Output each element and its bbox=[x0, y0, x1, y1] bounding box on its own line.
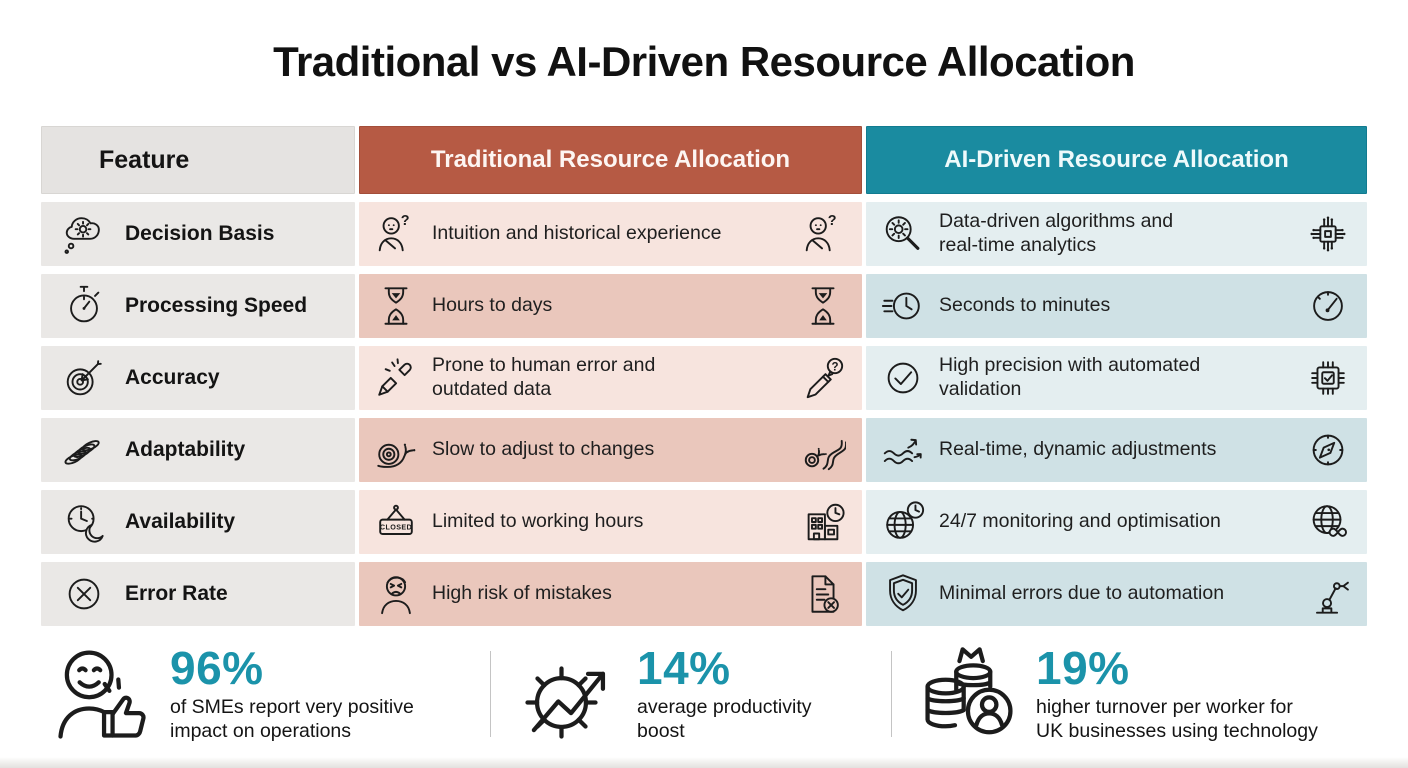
magnifier-gear-icon bbox=[880, 211, 926, 257]
cell-text: Slow to adjust to changes bbox=[432, 438, 655, 461]
gear-growth-arrow-icon bbox=[519, 643, 621, 745]
feature-label: Accuracy bbox=[125, 366, 220, 389]
stat-productivity-boost: 14% average productivity boost bbox=[491, 643, 891, 745]
thought-bubble-gear-icon bbox=[61, 211, 107, 257]
stat-caption: average productivity boost bbox=[637, 695, 812, 743]
cell-text: Minimal errors due to automation bbox=[939, 582, 1225, 605]
building-clock-icon bbox=[800, 499, 846, 545]
traditional-cell-adaptability: Slow to adjust to changes bbox=[359, 418, 862, 482]
stopwatch-icon bbox=[61, 283, 107, 329]
column-header-feature: Feature bbox=[41, 126, 355, 194]
compass-icon bbox=[1305, 427, 1351, 473]
cropped-bottom-edge bbox=[0, 757, 1408, 768]
cell-text: Hours to days bbox=[432, 294, 553, 317]
cell-text: Limited to working hours bbox=[432, 510, 644, 533]
stat-turnover-per-worker: 19% higher turnover per worker for UK bu… bbox=[892, 643, 1368, 745]
header-label: Traditional Resource Allocation bbox=[430, 146, 791, 173]
ai-cell-decision-basis: Data-driven algorithms and real-time ana… bbox=[866, 202, 1367, 266]
page-title: Traditional vs AI-Driven Resource Alloca… bbox=[273, 38, 1135, 85]
ai-cell-adaptability: Real-time, dynamic adjustments bbox=[866, 418, 1367, 482]
feature-label: Availability bbox=[125, 510, 236, 533]
feature-cell-adaptability: Adaptability bbox=[41, 418, 355, 482]
comparison-table: Feature Traditional Resource Allocation … bbox=[41, 126, 1367, 626]
feature-cell-processing-speed: Processing Speed bbox=[41, 274, 355, 338]
stats-divider bbox=[891, 651, 892, 737]
traditional-cell-decision-basis: Intuition and historical experience bbox=[359, 202, 862, 266]
stat-caption: of SMEs report very positive impact on o… bbox=[170, 695, 414, 743]
feature-label: Adaptability bbox=[125, 438, 246, 461]
stat-value: 14% bbox=[637, 642, 731, 695]
ai-cell-error-rate: Minimal errors due to automation bbox=[866, 562, 1367, 626]
document-x-icon bbox=[800, 571, 846, 617]
stat-value: 19% bbox=[1036, 642, 1130, 695]
column-header-traditional: Traditional Resource Allocation bbox=[359, 126, 862, 194]
feature-cell-accuracy: Accuracy bbox=[41, 346, 355, 410]
cell-text: Real-time, dynamic adjustments bbox=[939, 438, 1217, 461]
person-thumbs-up-icon bbox=[52, 643, 154, 745]
hourglass-icon bbox=[373, 283, 419, 329]
chip-check-icon bbox=[1305, 355, 1351, 401]
ai-cell-availability: 24/7 monitoring and optimisation bbox=[866, 490, 1367, 554]
traditional-cell-processing-speed: Hours to days bbox=[359, 274, 862, 338]
feature-label: Error Rate bbox=[125, 582, 228, 605]
hourglass-icon bbox=[800, 283, 846, 329]
feature-label: Decision Basis bbox=[125, 222, 275, 245]
feature-cell-decision-basis: Decision Basis bbox=[41, 202, 355, 266]
cell-text: Seconds to minutes bbox=[939, 294, 1111, 317]
broken-pencil-icon bbox=[373, 355, 419, 401]
spring-coil-icon bbox=[61, 427, 107, 473]
stats-divider bbox=[490, 651, 491, 737]
target-arrow-icon bbox=[61, 355, 107, 401]
ai-cell-processing-speed: Seconds to minutes bbox=[866, 274, 1367, 338]
feature-cell-error-rate: Error Rate bbox=[41, 562, 355, 626]
speedometer-icon bbox=[1305, 283, 1351, 329]
snail-winding-path-icon bbox=[800, 427, 846, 473]
stat-value: 96% bbox=[170, 642, 264, 695]
stats-bar: 96% of SMEs report very positive impact … bbox=[40, 638, 1368, 750]
cell-text: High precision with automated validation bbox=[939, 354, 1201, 400]
cell-text: High risk of mistakes bbox=[432, 582, 612, 605]
questioning-person-icon bbox=[800, 211, 846, 257]
cell-text: Data-driven algorithms and real-time ana… bbox=[939, 210, 1174, 256]
column-header-ai: AI-Driven Resource Allocation bbox=[866, 126, 1367, 194]
circuit-chip-icon bbox=[1305, 211, 1351, 257]
frustrated-person-icon bbox=[373, 571, 419, 617]
coins-crown-person-icon bbox=[918, 643, 1020, 745]
cell-text: 24/7 monitoring and optimisation bbox=[939, 510, 1221, 533]
error-circle-x-icon bbox=[61, 571, 107, 617]
feature-label: Processing Speed bbox=[125, 294, 308, 317]
cell-text: Prone to human error and outdated data bbox=[432, 354, 656, 400]
traditional-cell-availability: Limited to working hours bbox=[359, 490, 862, 554]
globe-clock-icon bbox=[880, 499, 926, 545]
check-circle-icon bbox=[880, 355, 926, 401]
header-label: AI-Driven Resource Allocation bbox=[944, 146, 1289, 173]
stat-sme-impact: 96% of SMEs report very positive impact … bbox=[40, 643, 490, 745]
cell-text: Intuition and historical experience bbox=[432, 222, 722, 245]
header-label: Feature bbox=[99, 145, 190, 174]
traditional-cell-error-rate: High risk of mistakes bbox=[359, 562, 862, 626]
shield-check-icon bbox=[880, 571, 926, 617]
globe-infinity-icon bbox=[1305, 499, 1351, 545]
stat-caption: higher turnover per worker for UK busine… bbox=[1036, 695, 1318, 743]
robot-arm-icon bbox=[1305, 571, 1351, 617]
confused-person-icon bbox=[373, 211, 419, 257]
feature-cell-availability: Availability bbox=[41, 490, 355, 554]
fast-clock-icon bbox=[880, 283, 926, 329]
waves-arrow-icon bbox=[880, 427, 926, 473]
ai-cell-accuracy: High precision with automated validation bbox=[866, 346, 1367, 410]
closed-sign-icon bbox=[373, 499, 419, 545]
clock-moon-icon bbox=[61, 499, 107, 545]
snail-icon bbox=[373, 427, 419, 473]
traditional-cell-accuracy: Prone to human error and outdated data bbox=[359, 346, 862, 410]
pencil-question-icon bbox=[800, 355, 846, 401]
